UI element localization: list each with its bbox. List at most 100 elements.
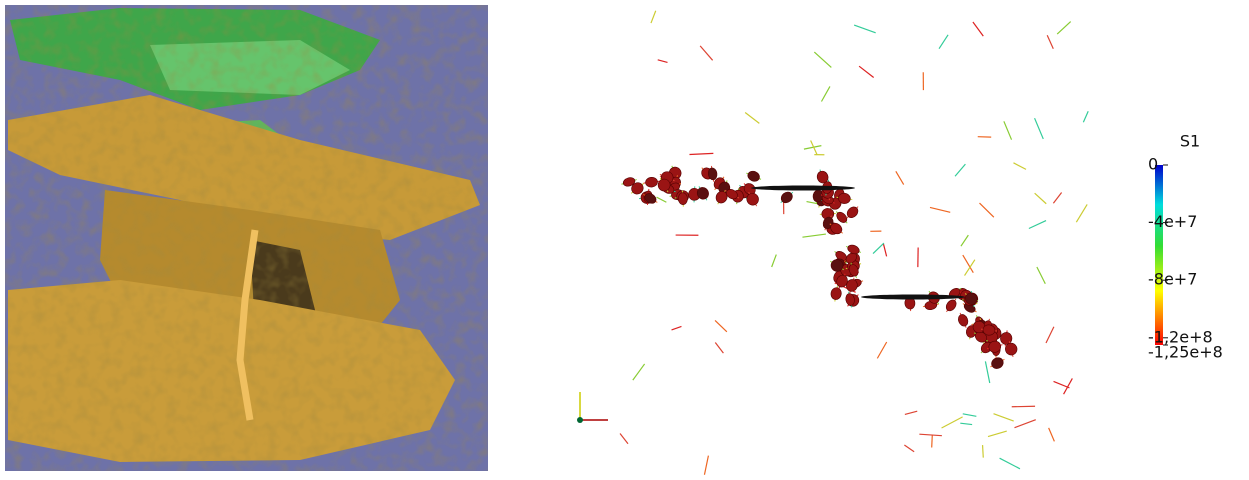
fracture-stick: [993, 413, 1014, 422]
fracture-stick: [872, 242, 885, 254]
fracture-stick: [703, 455, 710, 475]
fracture-disk: [845, 293, 855, 306]
fracture-stick: [1034, 117, 1044, 140]
fracture-stick: [1056, 21, 1072, 35]
fracture-stick: [938, 34, 949, 49]
fracture-disk: [657, 178, 671, 192]
fracture-stick: [981, 445, 984, 458]
fracture-disk: [982, 324, 996, 336]
fracture-stick: [962, 413, 977, 417]
fracture-disk: [846, 206, 859, 219]
fracture-disk: [838, 192, 851, 204]
right-render: [619, 10, 1089, 475]
fracture-stick: [941, 416, 963, 429]
main-fracture: [751, 185, 855, 191]
fracture-stick: [1011, 405, 1036, 408]
fracture-stick: [999, 457, 1021, 470]
fracture-disk: [747, 170, 760, 182]
fracture-stick: [904, 444, 915, 453]
left-render: [5, 5, 488, 471]
fracture-stick: [1082, 110, 1089, 123]
fracture-disk: [845, 252, 858, 264]
fracture-stick: [1052, 192, 1063, 204]
fracture-disk: [848, 264, 859, 277]
fracture-disk: [631, 182, 644, 195]
fracture-stick: [714, 320, 728, 333]
colorbar-tick-label: -1,25e+8: [1148, 342, 1223, 361]
fracture-disk: [622, 177, 636, 187]
fracture-stick: [954, 163, 966, 177]
fracture-stick: [803, 145, 822, 150]
fracture-stick: [853, 24, 876, 34]
fracture-stick: [919, 433, 942, 437]
colorbar-tick-label: -4e+7: [1148, 212, 1197, 231]
fracture-stick: [671, 325, 682, 331]
fracture-stick: [820, 86, 831, 102]
fracture-disk: [780, 191, 793, 204]
fracture-disk: [836, 274, 848, 288]
fracture-disk: [830, 287, 842, 300]
fracture-stick: [895, 170, 905, 185]
colorbar-title: S1: [1180, 132, 1200, 151]
fracture-disk: [988, 340, 1002, 353]
fracture-stick: [1014, 419, 1036, 429]
axis-z: [577, 417, 583, 423]
fracture-stick: [802, 233, 826, 238]
fracture-stick: [813, 51, 832, 68]
fracture-stick: [632, 363, 646, 381]
fracture-stick: [699, 45, 714, 61]
fracture-disk: [991, 357, 1004, 369]
fracture-stick: [929, 206, 951, 213]
fracture-stick: [1053, 380, 1070, 389]
fracture-stick: [771, 254, 777, 268]
fracture-disk: [836, 211, 848, 223]
fracture-stick: [689, 152, 714, 156]
fracture-stick: [1075, 204, 1088, 223]
fracture-stick: [972, 21, 984, 37]
colorbar-tick-label: -8e+7: [1148, 270, 1197, 289]
fracture-stick: [987, 430, 1007, 438]
fracture-stick: [650, 10, 657, 24]
fracture-stick: [810, 140, 818, 156]
fracture-stick: [1034, 192, 1047, 205]
fracture-disk: [715, 191, 728, 204]
fracture-disk: [958, 314, 969, 327]
fracture-stick: [1013, 162, 1027, 170]
fracture-stick: [904, 410, 918, 416]
fracture-stick: [876, 341, 888, 359]
axes-triad: [577, 392, 608, 423]
fracture-stick: [1003, 121, 1013, 140]
fracture-stick: [657, 59, 668, 64]
fracture-stick: [1063, 378, 1073, 395]
colorbar-tick-label: 0: [1148, 155, 1158, 174]
fracture-disk: [847, 244, 860, 255]
fracture-stick: [1046, 34, 1054, 50]
fracture-disk: [696, 187, 709, 200]
fracture-stick: [744, 112, 760, 124]
fracture-stick: [1048, 427, 1055, 442]
fracture-disk: [965, 292, 978, 305]
fracture-stick: [1045, 326, 1055, 344]
fracture-disk: [644, 193, 657, 204]
fracture-disk: [645, 176, 658, 188]
fracture-stick: [1028, 220, 1047, 230]
fracture-stick: [656, 196, 667, 203]
colorbar: [1155, 165, 1163, 345]
fracture-disk: [746, 192, 759, 206]
fracture-disk: [725, 189, 738, 200]
fracture-disk: [678, 192, 688, 205]
colorbar-tick-label: -1,2e+8: [1148, 327, 1213, 346]
fracture-disk: [830, 222, 843, 235]
fracture-stick: [858, 65, 875, 78]
fracture-stick: [960, 422, 973, 426]
fracture-stick: [619, 433, 629, 445]
fracture-stick: [960, 234, 969, 247]
fracture-stick: [714, 342, 724, 354]
fracture-stick: [962, 254, 974, 274]
main-fracture: [861, 294, 965, 300]
fracture-stick: [984, 361, 991, 384]
fracture-disk: [707, 167, 718, 181]
fracture-disk: [830, 259, 844, 272]
fracture-disk: [945, 299, 957, 312]
